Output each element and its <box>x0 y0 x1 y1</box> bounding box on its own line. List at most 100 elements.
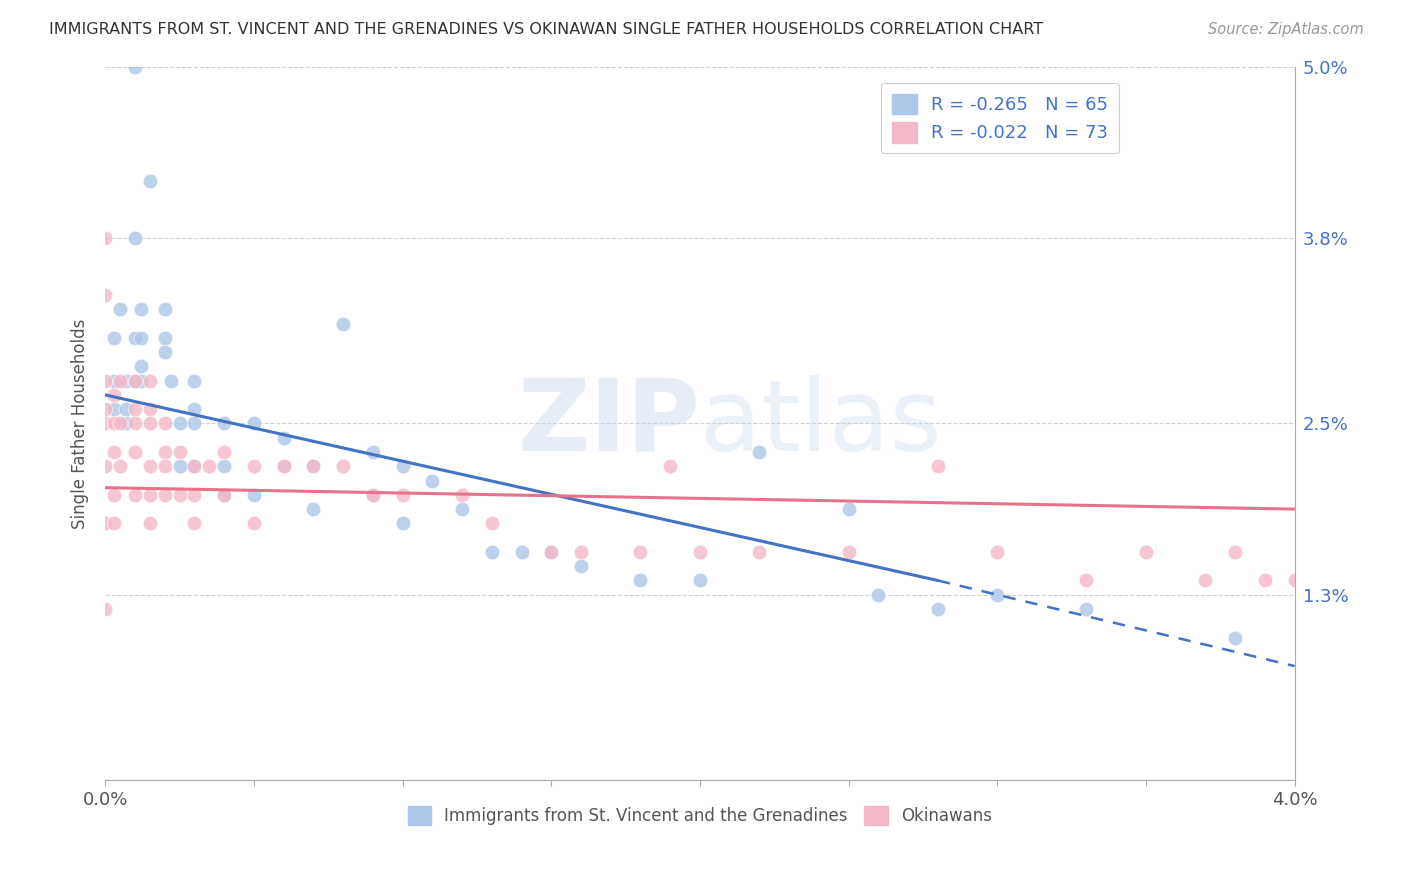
Point <box>838 545 860 559</box>
Point <box>986 545 1008 559</box>
Point <box>1223 631 1246 645</box>
Point <box>748 445 770 459</box>
Point <box>659 459 682 474</box>
Point <box>103 417 125 431</box>
Point <box>1254 574 1277 588</box>
Point <box>153 417 176 431</box>
Point <box>108 302 131 317</box>
Point <box>139 459 162 474</box>
Point <box>103 488 125 502</box>
Point <box>212 459 235 474</box>
Point <box>927 602 949 616</box>
Point <box>273 431 295 445</box>
Point <box>243 488 266 502</box>
Point <box>103 445 125 459</box>
Point <box>361 445 384 459</box>
Point <box>94 374 117 388</box>
Point <box>124 331 146 345</box>
Point <box>361 488 384 502</box>
Point <box>927 459 949 474</box>
Point <box>115 402 138 417</box>
Point <box>103 388 125 402</box>
Point <box>94 288 117 302</box>
Point <box>115 374 138 388</box>
Point <box>139 374 162 388</box>
Point <box>183 516 205 531</box>
Point <box>243 459 266 474</box>
Point <box>868 588 890 602</box>
Point <box>139 488 162 502</box>
Point <box>139 402 162 417</box>
Point <box>451 502 474 516</box>
Point <box>169 488 191 502</box>
Text: ZIP: ZIP <box>517 375 700 472</box>
Point <box>420 474 443 488</box>
Legend: Immigrants from St. Vincent and the Grenadines, Okinawans: Immigrants from St. Vincent and the Gren… <box>408 806 993 825</box>
Point <box>94 516 117 531</box>
Point <box>302 459 325 474</box>
Point <box>391 459 413 474</box>
Point <box>94 602 117 616</box>
Point <box>124 60 146 74</box>
Point <box>108 374 131 388</box>
Point <box>212 488 235 502</box>
Point <box>115 417 138 431</box>
Point <box>510 545 533 559</box>
Point <box>129 359 152 374</box>
Point <box>129 374 152 388</box>
Text: Source: ZipAtlas.com: Source: ZipAtlas.com <box>1208 22 1364 37</box>
Point <box>198 459 221 474</box>
Point <box>1223 545 1246 559</box>
Point <box>451 488 474 502</box>
Point <box>332 317 354 331</box>
Point <box>169 459 191 474</box>
Point <box>569 559 592 574</box>
Point <box>103 331 125 345</box>
Point <box>103 374 125 388</box>
Point <box>273 459 295 474</box>
Point <box>1076 574 1098 588</box>
Point <box>540 545 562 559</box>
Point <box>169 445 191 459</box>
Point <box>212 488 235 502</box>
Point <box>124 374 146 388</box>
Point <box>153 345 176 359</box>
Point <box>1194 574 1216 588</box>
Point <box>108 459 131 474</box>
Point <box>630 545 652 559</box>
Point <box>129 331 152 345</box>
Point <box>124 374 146 388</box>
Point <box>139 174 162 188</box>
Point <box>103 402 125 417</box>
Point <box>124 231 146 245</box>
Point <box>481 545 503 559</box>
Point <box>243 417 266 431</box>
Point <box>124 402 146 417</box>
Point <box>183 488 205 502</box>
Point <box>183 402 205 417</box>
Point <box>183 459 205 474</box>
Point <box>153 459 176 474</box>
Point <box>569 545 592 559</box>
Point <box>103 516 125 531</box>
Point <box>1135 545 1157 559</box>
Point <box>1076 602 1098 616</box>
Point <box>183 417 205 431</box>
Point <box>153 445 176 459</box>
Point <box>153 331 176 345</box>
Point <box>302 502 325 516</box>
Point <box>129 302 152 317</box>
Point <box>153 488 176 502</box>
Point <box>361 488 384 502</box>
Point <box>243 516 266 531</box>
Y-axis label: Single Father Households: Single Father Households <box>72 318 89 529</box>
Point <box>391 516 413 531</box>
Point <box>124 488 146 502</box>
Point <box>986 588 1008 602</box>
Point <box>1284 574 1306 588</box>
Point <box>139 417 162 431</box>
Point <box>689 574 711 588</box>
Point <box>212 445 235 459</box>
Point <box>481 516 503 531</box>
Point <box>153 302 176 317</box>
